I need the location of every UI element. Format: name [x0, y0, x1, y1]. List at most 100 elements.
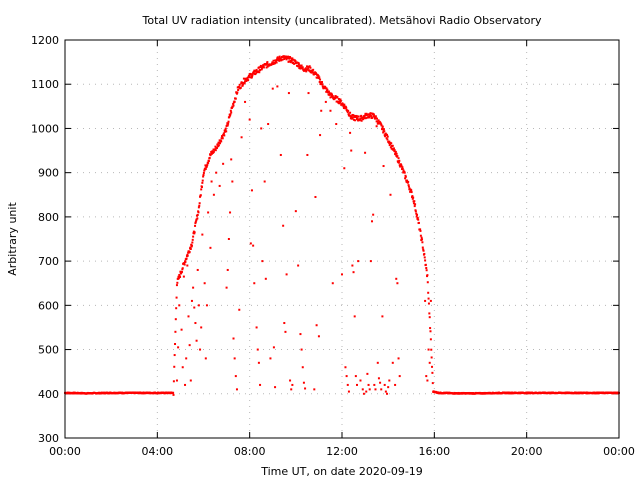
data-point-cloud — [229, 211, 232, 214]
data-point — [360, 114, 363, 117]
data-point — [229, 114, 232, 117]
data-point — [233, 100, 236, 103]
data-point — [287, 55, 290, 58]
data-point — [282, 55, 285, 58]
data-point — [226, 124, 229, 127]
y-tick-label: 300 — [38, 432, 59, 445]
data-point — [172, 393, 175, 396]
data-point — [335, 100, 338, 103]
data-point — [377, 119, 380, 122]
data-point — [241, 84, 244, 87]
data-point-cloud — [341, 273, 343, 276]
data-point — [192, 235, 195, 238]
data-point — [394, 152, 397, 155]
data-point — [355, 114, 358, 117]
data-point — [309, 66, 312, 69]
data-point-cloud — [289, 379, 292, 382]
data-point-cloud — [225, 286, 228, 289]
data-point — [200, 188, 203, 191]
data-point-cloud — [397, 357, 400, 360]
chart-title: Total UV radiation intensity (uncalibrat… — [142, 14, 542, 27]
data-point — [408, 187, 411, 190]
data-point — [426, 281, 429, 284]
data-point-cloud — [387, 386, 390, 389]
data-point — [351, 116, 354, 119]
data-point-cloud — [353, 315, 356, 318]
data-point — [175, 307, 178, 310]
y-tick-label: 600 — [38, 299, 59, 312]
data-point — [364, 114, 367, 117]
data-point — [321, 85, 324, 88]
data-point — [177, 277, 180, 280]
data-point — [186, 254, 189, 257]
data-point-cloud — [175, 379, 178, 382]
data-point-cloud — [274, 386, 277, 389]
data-point — [413, 200, 416, 203]
data-point — [291, 57, 294, 60]
data-point — [413, 205, 416, 208]
y-tick-label: 1200 — [31, 34, 59, 47]
data-point — [260, 67, 263, 70]
data-point — [326, 89, 328, 92]
data-point-cloud — [199, 348, 202, 351]
data-point-cloud — [357, 260, 360, 263]
data-point — [197, 206, 200, 209]
data-point — [363, 117, 366, 120]
data-point — [265, 66, 268, 69]
data-point — [427, 302, 430, 305]
data-point-cloud — [356, 383, 358, 386]
data-point — [180, 270, 183, 273]
data-point — [219, 142, 222, 145]
data-point-cloud — [218, 184, 221, 187]
data-point — [184, 260, 187, 263]
data-point — [401, 166, 404, 169]
data-point — [428, 312, 431, 315]
data-point-cloud — [186, 264, 189, 267]
data-point — [286, 56, 289, 59]
data-point — [329, 96, 332, 99]
data-point — [204, 167, 207, 170]
x-tick-label: 16:00 — [418, 445, 450, 458]
data-point — [344, 107, 347, 110]
data-point — [429, 338, 432, 341]
data-point — [363, 115, 366, 118]
data-point — [248, 74, 251, 77]
data-point-cloud — [379, 381, 382, 384]
data-point — [412, 196, 415, 199]
data-point — [210, 151, 213, 154]
data-point — [417, 218, 420, 221]
data-point — [414, 203, 417, 206]
data-point — [220, 135, 223, 138]
data-point — [430, 348, 433, 351]
data-point — [181, 267, 184, 270]
data-point — [224, 128, 227, 131]
data-point — [414, 209, 417, 212]
data-point — [388, 140, 391, 143]
data-point — [265, 62, 268, 65]
data-point — [193, 231, 196, 234]
data-point-cloud — [373, 383, 376, 386]
data-point-cloud — [291, 383, 294, 386]
y-tick-label: 400 — [38, 388, 59, 401]
data-point — [394, 150, 397, 153]
data-point — [342, 105, 345, 108]
data-point — [202, 171, 205, 174]
data-point-cloud — [257, 361, 260, 364]
data-point — [317, 76, 320, 79]
data-point — [368, 116, 371, 119]
data-point — [195, 219, 198, 222]
data-point — [398, 159, 401, 162]
data-point — [190, 244, 193, 247]
data-point — [300, 64, 303, 67]
y-axis-label: Arbitrary unit — [6, 202, 19, 276]
data-point — [372, 113, 375, 116]
data-point — [257, 66, 260, 69]
data-point — [431, 371, 434, 374]
data-point — [342, 103, 345, 106]
data-point — [381, 125, 384, 128]
data-point-cloud — [272, 346, 275, 349]
data-point — [349, 111, 352, 114]
data-point — [397, 161, 400, 164]
data-point-cloud — [331, 282, 334, 285]
data-point — [410, 189, 413, 192]
